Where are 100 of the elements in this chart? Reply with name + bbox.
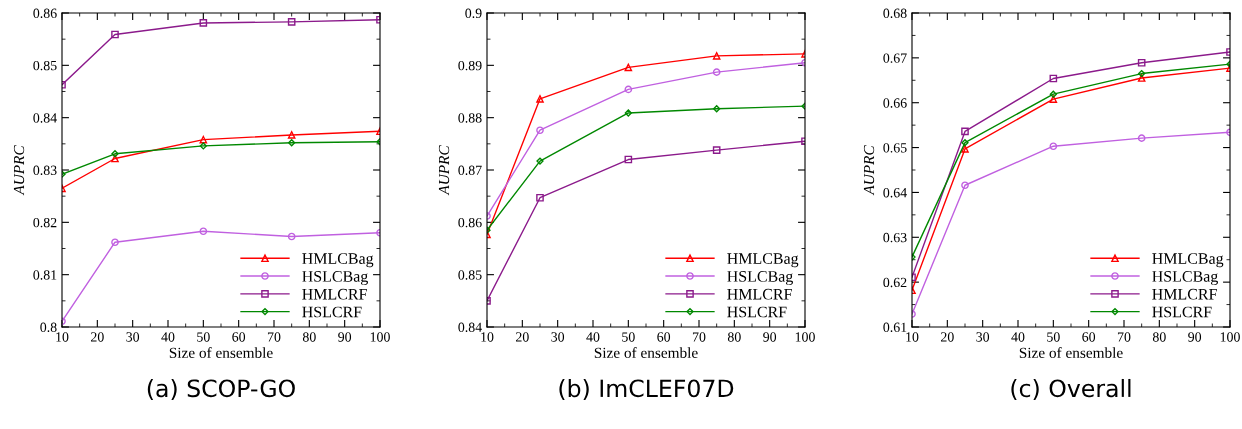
x-tick-label: 10 — [56, 332, 69, 342]
x-tick-label: 10 — [481, 332, 494, 342]
x-tick-label: 70 — [1117, 332, 1131, 342]
legend-label: HMLCBag — [302, 253, 374, 268]
y-tick-label: 0.87 — [458, 165, 482, 176]
x-tick-label: 80 — [302, 332, 316, 342]
x-tick-label: 60 — [1082, 332, 1096, 342]
legend-label: HMLCRF — [302, 288, 367, 300]
legend-label: HMLCRF — [1152, 288, 1217, 300]
legend-label: HSLCBag — [1152, 271, 1218, 286]
x-tick-label: 20 — [941, 332, 954, 342]
point — [1049, 90, 1057, 98]
y-tick-label: 0.83 — [33, 165, 57, 176]
text: (c) Overall — [1011, 378, 1131, 401]
y-tick-label: 0.68 — [883, 8, 907, 19]
point — [712, 68, 721, 76]
point — [199, 135, 208, 144]
legend-label: HSLCBag — [727, 271, 793, 286]
y-tick-label: 0.64 — [883, 188, 907, 198]
y-tick-label: 0.86 — [33, 8, 57, 19]
y-tick-label: 0.61 — [883, 322, 907, 333]
x-axis-title: Size of ensemble — [169, 347, 273, 358]
legend-label: HMLCBag — [727, 253, 799, 268]
point — [1137, 134, 1146, 142]
y-tick-label: 0.85 — [458, 270, 482, 280]
point — [199, 227, 208, 236]
x-tick-label: 100 — [370, 332, 390, 342]
point — [1138, 69, 1146, 78]
x-tick-label: 50 — [1047, 332, 1060, 342]
x-axis-title: Size of ensemble — [594, 347, 698, 358]
x-tick-label: 100 — [1220, 332, 1240, 342]
point — [961, 127, 969, 136]
text: (b) ImCLEF07D — [559, 378, 734, 401]
legend-label: HMLCRF — [727, 288, 792, 300]
point — [1049, 142, 1058, 151]
point — [287, 131, 296, 139]
x-tick-label: 10 — [906, 332, 919, 342]
x-tick-label: 40 — [586, 332, 600, 342]
y-tick-label: 0.82 — [33, 217, 57, 228]
y-tick-label: 0.66 — [883, 98, 907, 108]
point — [111, 154, 119, 163]
x-tick-label: 80 — [1152, 332, 1166, 342]
point — [712, 52, 721, 60]
y-tick-label: 0.62 — [883, 277, 907, 288]
point — [536, 157, 544, 165]
y-tick-label: 0.89 — [458, 60, 482, 71]
point — [288, 139, 296, 147]
y-tick-label: 0.84 — [458, 322, 482, 333]
x-axis-title: Size of ensemble — [1019, 347, 1123, 358]
y-axis-title: AUPRC — [13, 145, 25, 196]
y-tick-label: 0.8 — [40, 322, 57, 333]
x-tick-label: 60 — [657, 332, 671, 342]
x-tick-label: 30 — [551, 332, 565, 342]
point — [1137, 58, 1146, 67]
x-tick-label: 90 — [1188, 332, 1202, 342]
point — [199, 142, 207, 150]
point — [713, 105, 721, 113]
legend-label: HSLCRF — [727, 306, 787, 318]
x-tick-label: 40 — [161, 332, 175, 342]
y-tick-label: 0.65 — [883, 143, 907, 153]
legend-label: HSLCRF — [302, 306, 362, 318]
point — [111, 30, 119, 39]
point — [287, 232, 296, 241]
point — [961, 181, 969, 190]
point — [199, 19, 208, 27]
point — [536, 95, 544, 103]
point — [1049, 74, 1058, 83]
x-tick-label: 30 — [976, 332, 990, 342]
point — [111, 238, 119, 247]
x-tick-label: 70 — [692, 332, 706, 342]
point — [111, 150, 119, 158]
point — [536, 126, 544, 135]
x-tick-label: 90 — [763, 332, 777, 342]
x-tick-label: 60 — [232, 332, 246, 342]
x-tick-label: 70 — [267, 332, 281, 342]
y-axis-title: AUPRC — [863, 145, 875, 196]
y-tick-label: 0.86 — [458, 217, 482, 228]
y-tick-label: 0.88 — [458, 113, 482, 123]
point — [712, 146, 721, 154]
y-tick-label: 0.9 — [465, 8, 482, 19]
x-tick-label: 80 — [727, 332, 741, 342]
y-tick-label: 0.81 — [33, 270, 57, 280]
legend-label: HMLCBag — [1152, 253, 1224, 268]
x-tick-label: 20 — [91, 332, 104, 342]
x-tick-label: 90 — [338, 332, 352, 342]
y-tick-label: 0.63 — [883, 232, 907, 243]
legend-label: HSLCRF — [1152, 306, 1212, 318]
point — [287, 18, 296, 26]
legend-label: HSLCBag — [302, 271, 368, 286]
x-tick-label: 50 — [622, 332, 635, 342]
text: (a) SCOP-GO — [147, 378, 295, 401]
point — [1049, 95, 1058, 103]
x-tick-label: 50 — [197, 332, 210, 342]
point — [624, 155, 633, 164]
point — [961, 138, 969, 147]
point — [536, 193, 544, 202]
y-tick-label: 0.85 — [33, 60, 57, 71]
x-tick-label: 30 — [126, 332, 140, 342]
point — [624, 85, 633, 94]
point — [624, 63, 633, 72]
